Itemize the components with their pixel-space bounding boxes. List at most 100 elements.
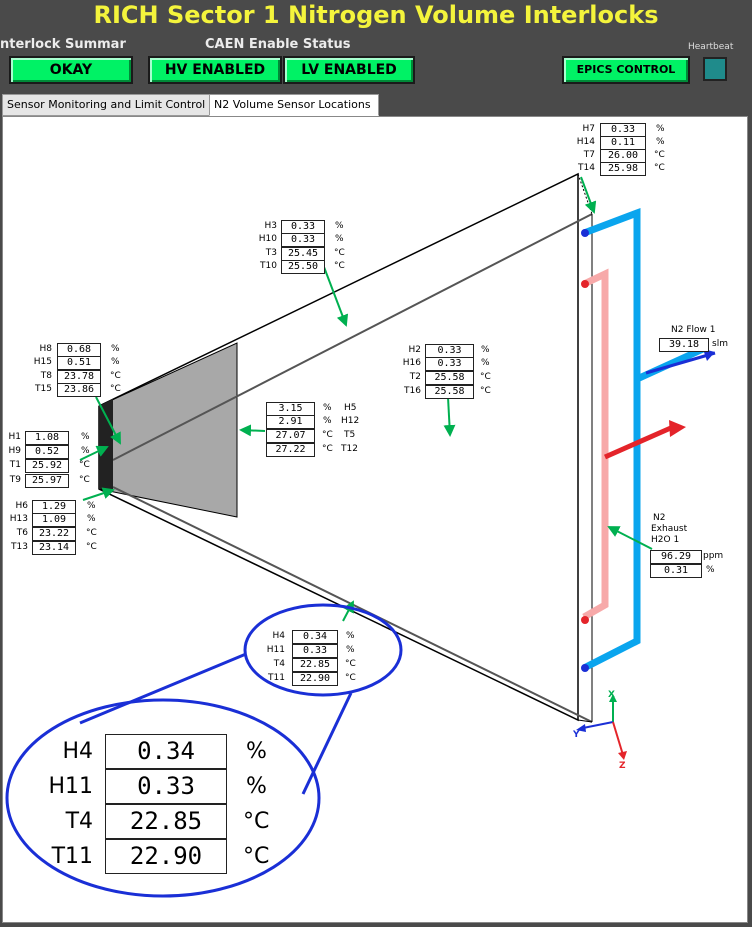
sensor-label-t15: T15 [35, 384, 52, 394]
zoom-value-h11: 0.33 [105, 769, 227, 804]
sensor-value-t9: 25.97 [25, 474, 69, 488]
sensor-unit-h11: % [346, 645, 355, 655]
sensor-label-h4: H4 [272, 631, 286, 641]
sensor-unit-t6: °C [86, 528, 97, 538]
sensor-value-h14: 0.11 [600, 136, 646, 150]
sensor-label-t14: T14 [578, 163, 595, 173]
sensor-unit-h8: % [111, 344, 120, 354]
axis-z-label: Z [619, 761, 626, 771]
sensor-value-t5: 27.07 [266, 429, 315, 443]
zoom-label-h11: H11 [48, 774, 93, 799]
sensor-label-h9: H9 [8, 446, 22, 456]
sensor-label-h8: H8 [39, 344, 53, 354]
sensor-unit-h4: % [346, 631, 355, 641]
sensor-label-h13: H13 [9, 514, 28, 524]
sensor-value-t8: 23.78 [57, 370, 101, 384]
sensor-unit-h10: % [335, 234, 344, 244]
sensor-unit-t2: °C [480, 372, 491, 382]
sensor-label-h10: H10 [258, 234, 277, 244]
sensor-unit-t12: °C [322, 444, 333, 454]
interlock-summary-label: nterlock Summar [0, 37, 126, 52]
sensor-unit-t13: °C [86, 542, 97, 552]
sensor-label-t12: T12 [341, 444, 358, 454]
sensor-value-t13: 23.14 [32, 541, 76, 555]
exhaust-ppm-value: 96.29 [650, 550, 702, 564]
sensor-value-h2: 0.33 [425, 344, 474, 358]
exhaust-label-exhaust: Exhaust [651, 524, 688, 534]
sensor-label-t6: T6 [16, 528, 28, 538]
sensor-value-h3: 0.33 [281, 220, 325, 234]
sensor-unit-t8: °C [110, 371, 121, 381]
zoom-unit-h11: % [246, 774, 267, 799]
sensor-value-h6: 1.29 [32, 500, 76, 514]
n2-flow-label: N2 Flow 1 [671, 325, 716, 335]
axis-x-label: X [608, 690, 615, 700]
sensor-label-h7: H7 [582, 124, 596, 134]
sensor-label-h1: H1 [8, 432, 22, 442]
lv-enabled-button[interactable]: LV ENABLED [283, 56, 415, 84]
sensor-label-t1: T1 [9, 460, 21, 470]
sensor-value-h8: 0.68 [57, 343, 101, 357]
sensor-value-h4: 0.34 [292, 630, 338, 644]
sensor-label-h3: H3 [264, 221, 278, 231]
sensor-label-h15: H15 [33, 357, 52, 367]
exhaust-label-h2o: H2O 1 [651, 535, 680, 545]
sensor-value-h13: 1.09 [32, 513, 76, 527]
hv-enabled-button[interactable]: HV ENABLED [148, 56, 282, 84]
sensor-unit-h3: % [335, 221, 344, 231]
sensor-unit-t7: °C [654, 150, 665, 160]
sensor-value-t4: 22.85 [292, 658, 338, 672]
pink-pipe [582, 268, 609, 621]
sensor-label-h16: H16 [402, 358, 421, 368]
sensor-label-t4: T4 [273, 659, 285, 669]
tab-n2-volume-sensor-locations[interactable]: N2 Volume Sensor Locations [209, 94, 379, 116]
sensor-label-t13: T13 [11, 542, 28, 552]
page-title: RICH Sector 1 Nitrogen Volume Interlocks [93, 1, 659, 29]
zoom-label-t4: T4 [65, 809, 93, 834]
sensor-label-h11: H11 [266, 645, 285, 655]
sensor-label-t8: T8 [40, 371, 52, 381]
sensor-unit-h6: % [87, 501, 96, 511]
sensor-label-t3: T3 [265, 248, 277, 258]
sensor-unit-t3: °C [334, 248, 345, 258]
sensor-value-h5: 3.15 [266, 402, 315, 416]
sensor-value-h16: 0.33 [425, 357, 474, 371]
sensor-label-t7: T7 [583, 150, 595, 160]
zoom-label-h4: H4 [62, 739, 93, 764]
sensor-value-t3: 25.45 [281, 247, 325, 261]
zoom-magnified-ring [5, 698, 321, 898]
epics-control-button[interactable]: EPICS CONTROL [562, 56, 690, 84]
zoom-label-t11: T11 [51, 844, 93, 869]
blue-pipe [582, 207, 641, 672]
sensor-value-t1: 25.92 [25, 459, 69, 473]
sensor-unit-h15: % [111, 357, 120, 367]
sensor-value-h9: 0.52 [25, 445, 69, 459]
sensor-unit-h1: % [81, 432, 90, 442]
heartbeat-label: Heartbeat [688, 42, 734, 52]
exhaust-pct-value: 0.31 [650, 564, 702, 578]
tab-sensor-monitoring[interactable]: Sensor Monitoring and Limit Control [2, 94, 211, 116]
okay-button[interactable]: OKAY [9, 56, 133, 84]
sensor-label-h6: H6 [15, 501, 29, 511]
sensor-unit-t16: °C [480, 386, 491, 396]
sensor-label-t16: T16 [404, 386, 421, 396]
sensor-value-h7: 0.33 [600, 123, 646, 137]
sensor-label-t5: T5 [344, 430, 356, 440]
n2-volume-diagram [5, 172, 716, 898]
sensor-value-t14: 25.98 [600, 162, 646, 176]
zoom-unit-t4: °C [243, 809, 270, 834]
sensor-unit-h16: % [481, 358, 490, 368]
sensor-value-t16: 25.58 [425, 385, 474, 399]
sensor-unit-h9: % [81, 446, 90, 456]
sensor-value-h15: 0.51 [57, 356, 101, 370]
sensor-value-h10: 0.33 [281, 233, 325, 247]
sensor-value-t10: 25.50 [281, 260, 325, 274]
diagram-panel: H7 0.33 % H14 0.11 % T7 26.00 °C T14 25.… [2, 116, 748, 923]
exhaust-label-n2: N2 [653, 513, 666, 523]
sensor-value-h12: 2.91 [266, 415, 315, 429]
zoom-value-t4: 22.85 [105, 804, 227, 839]
sensor-unit-h7: % [656, 124, 665, 134]
sensor-unit-t9: °C [79, 475, 90, 485]
zoom-value-h4: 0.34 [105, 734, 227, 769]
volume-back-top-edge [112, 213, 593, 461]
